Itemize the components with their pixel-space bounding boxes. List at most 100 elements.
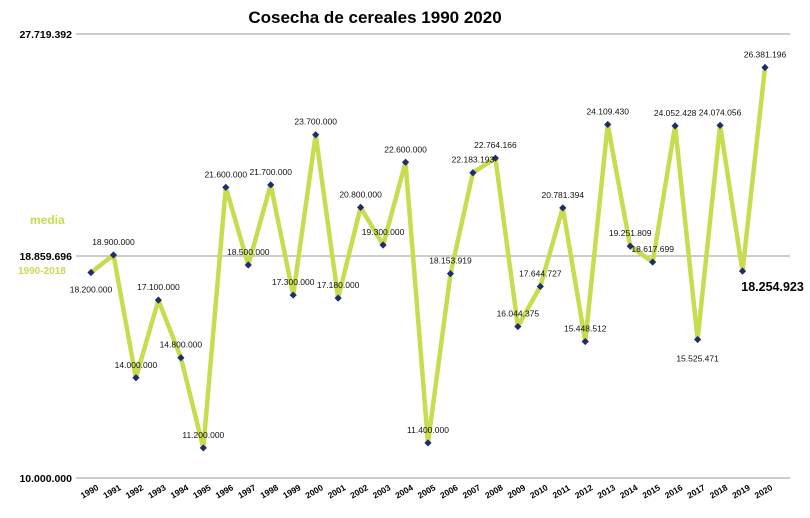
data-point-marker xyxy=(199,444,207,452)
data-label: 21.600.000 xyxy=(205,169,248,179)
x-tick-label: 2005 xyxy=(416,482,438,500)
x-tick-label: 1996 xyxy=(214,482,236,500)
data-label: 11.400.000 xyxy=(407,425,449,435)
data-label: 24.052.428 xyxy=(654,108,697,118)
data-point-marker xyxy=(559,204,567,212)
data-label: 24.074.056 xyxy=(699,107,742,117)
data-point-marker xyxy=(536,282,544,291)
data-label: 18.617.699 xyxy=(631,244,674,254)
data-label: 18.900.000 xyxy=(92,237,135,247)
data-point-marker xyxy=(222,183,230,191)
x-tick-label: 2004 xyxy=(393,482,415,500)
mean-annotation: media 1990-2018 xyxy=(18,213,66,277)
x-tick-label: 2018 xyxy=(708,482,730,500)
x-tick-label: 2009 xyxy=(506,482,528,500)
x-tick-label: 2014 xyxy=(618,482,640,500)
x-tick-label: 2008 xyxy=(483,482,505,500)
x-tick-label: 1992 xyxy=(124,482,146,500)
x-tick-label: 2003 xyxy=(371,482,393,500)
chart-title: Cosecha de cereales 1990 2020 xyxy=(248,8,501,27)
x-tick-label: 2020 xyxy=(753,482,775,500)
y-tick-label: 18.859.696 xyxy=(19,251,72,263)
data-point-marker xyxy=(671,122,679,130)
data-label: 17.644.727 xyxy=(519,268,562,278)
data-label: 20.800.000 xyxy=(339,189,382,199)
data-label: 20.781.394 xyxy=(542,190,585,200)
data-label: 22.764.166 xyxy=(474,140,517,150)
data-labels: 18.200.000 18.900.000 14.000.000 17.100.000… xyxy=(70,50,804,440)
data-point-marker xyxy=(491,154,499,162)
data-point-marker xyxy=(604,120,612,129)
data-label: 14.000.000 xyxy=(115,360,158,370)
x-tick-label: 1998 xyxy=(259,482,281,500)
data-label: 18.254.923 xyxy=(741,280,804,294)
series-line xyxy=(88,65,768,451)
data-label: 18.153.919 xyxy=(429,256,472,266)
data-point-marker xyxy=(761,63,769,72)
x-tick-label: 2010 xyxy=(528,482,550,500)
x-tick-label: 2017 xyxy=(685,482,707,500)
data-point-marker xyxy=(649,258,657,266)
data-point-marker xyxy=(514,322,522,331)
data-label: 23.700.000 xyxy=(294,117,337,127)
data-point-marker xyxy=(177,354,185,362)
data-label: 19.251.809 xyxy=(609,228,652,238)
data-label: 26.381.196 xyxy=(744,50,787,60)
data-point-marker xyxy=(109,251,118,259)
mean-label: media xyxy=(30,213,65,227)
data-label: 18.500.000 xyxy=(227,247,270,257)
data-label: 19.300.000 xyxy=(362,227,405,237)
data-point-marker xyxy=(469,169,477,177)
data-point-marker xyxy=(87,268,95,277)
x-tick-label: 2013 xyxy=(596,482,618,500)
x-tick-label: 1990 xyxy=(79,482,101,500)
y-tick-label: 10.000.000 xyxy=(19,473,72,485)
data-point-marker xyxy=(738,267,747,275)
x-axis-ticks: 1990 1991 1992 1993 1994 1995 1996 1997 1998 1999… xyxy=(79,482,775,500)
x-tick-label: 2012 xyxy=(573,482,595,500)
data-label: 17.180.000 xyxy=(317,280,360,290)
data-label: 18.200.000 xyxy=(70,285,113,295)
x-tick-label: 1997 xyxy=(236,482,258,500)
data-point-marker xyxy=(424,439,432,447)
data-point-marker xyxy=(154,296,162,304)
x-tick-label: 2016 xyxy=(663,482,685,500)
x-tick-label: 2006 xyxy=(438,482,460,500)
x-tick-label: 2002 xyxy=(348,482,370,500)
data-label: 17.100.000 xyxy=(137,282,180,292)
mean-sublabel: 1990-2018 xyxy=(18,266,66,277)
y-axis-ticks: 10.000.000 18.859.696 27.719.392 xyxy=(19,29,72,485)
data-point-marker xyxy=(626,242,634,250)
data-point-marker xyxy=(132,374,140,382)
data-label: 21.700.000 xyxy=(249,167,292,177)
data-point-marker xyxy=(694,335,702,344)
x-tick-label: 1994 xyxy=(169,482,191,500)
data-label: 22.600.000 xyxy=(384,144,427,154)
data-label: 15.448.512 xyxy=(564,323,607,333)
data-point-marker xyxy=(716,121,724,129)
data-point-marker xyxy=(581,337,589,346)
data-point-marker xyxy=(244,261,252,269)
data-point-marker xyxy=(267,181,275,189)
x-tick-label: 1991 xyxy=(101,482,123,500)
data-label: 11.200.000 xyxy=(182,430,224,440)
data-point-marker xyxy=(334,294,342,302)
x-tick-label: 2007 xyxy=(461,482,483,500)
data-point-marker xyxy=(379,241,387,249)
gridlines xyxy=(76,33,790,479)
data-point-marker xyxy=(289,291,297,299)
x-tick-label: 1995 xyxy=(191,482,213,500)
data-label: 17.300.000 xyxy=(272,277,315,287)
x-tick-label: 2011 xyxy=(551,482,572,500)
x-tick-label: 2019 xyxy=(730,482,752,500)
data-point-marker xyxy=(401,158,410,166)
data-point-marker xyxy=(357,203,365,211)
x-tick-label: 2001 xyxy=(326,482,348,500)
x-tick-label: 1999 xyxy=(281,482,303,500)
x-tick-label: 2015 xyxy=(640,482,662,500)
data-label: 16.044.375 xyxy=(497,309,540,319)
data-label: 14.800.000 xyxy=(160,340,203,350)
data-label: 24.109.430 xyxy=(586,106,629,116)
